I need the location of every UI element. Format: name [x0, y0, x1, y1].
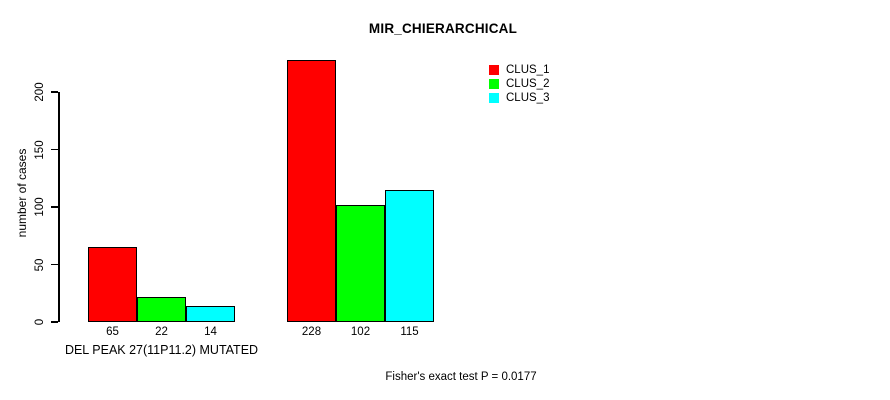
bar-value-label: 115 — [400, 326, 419, 338]
chart-title: MIR_CHIERARCHICAL — [368, 21, 518, 36]
y-axis-title: number of cases — [15, 148, 29, 238]
y-tick-mark — [51, 148, 58, 151]
legend-label: CLUS_1 — [506, 64, 550, 76]
y-tick-mark — [51, 321, 58, 323]
bar-value-label: 65 — [106, 326, 119, 338]
legend-label: CLUS_3 — [506, 92, 550, 104]
y-tick-label: 0 — [34, 318, 46, 326]
annotation-text: Fisher's exact test P = 0.0177 — [385, 371, 537, 383]
bar-clus_2-group-1 — [137, 296, 186, 322]
bar-clus_3-group-1 — [186, 305, 235, 322]
bar-clus_3-group-2 — [385, 189, 434, 322]
legend-swatch-icon — [489, 79, 499, 89]
bar-value-label: 22 — [155, 326, 168, 338]
legend-label: CLUS_2 — [506, 78, 550, 90]
y-axis-line — [58, 92, 60, 322]
bar-clus_2-group-2 — [336, 204, 385, 322]
y-tick-label: 100 — [34, 197, 46, 217]
bar-clus_1-group-1 — [88, 247, 137, 322]
legend-item: CLUS_2 — [489, 77, 549, 91]
legend: CLUS_1 CLUS_2 CLUS_3 — [489, 63, 549, 105]
y-tick-mark — [51, 206, 58, 208]
bar-value-label: 102 — [350, 326, 371, 338]
legend-item: CLUS_1 — [489, 63, 549, 77]
legend-swatch-icon — [489, 65, 499, 75]
y-tick-label: 50 — [34, 258, 46, 271]
x-group-label: DEL PEAK 27(11P11.2) MUTATED — [64, 343, 259, 357]
y-tick-mark — [51, 91, 58, 93]
legend-item: CLUS_3 — [489, 91, 549, 105]
y-tick-label: 150 — [34, 139, 46, 160]
y-tick-mark — [51, 263, 58, 266]
bar-value-label: 14 — [204, 326, 217, 338]
bar-clus_1-group-2 — [287, 59, 336, 322]
legend-swatch-icon — [489, 93, 499, 103]
y-tick-label: 200 — [34, 82, 46, 102]
bar-value-label: 228 — [301, 326, 322, 338]
